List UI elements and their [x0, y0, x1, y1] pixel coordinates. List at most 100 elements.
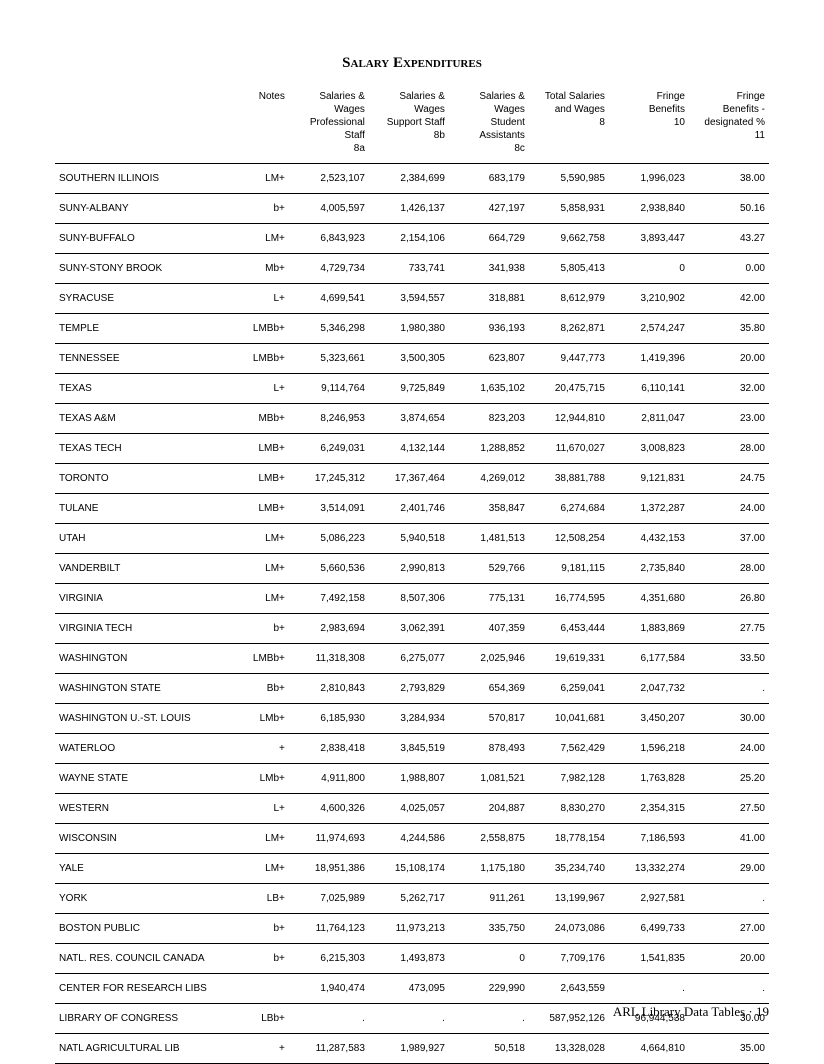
- notes-cell: LM+: [240, 824, 289, 854]
- value-cell: 6,843,923: [289, 224, 369, 254]
- institution-cell: VIRGINIA TECH: [55, 614, 240, 644]
- value-cell: 911,261: [449, 884, 529, 914]
- value-cell: 2,384,699: [369, 164, 449, 194]
- institution-cell: SUNY-ALBANY: [55, 194, 240, 224]
- value-cell: 41.00: [689, 824, 769, 854]
- table-row: TEXASL+9,114,7649,725,8491,635,10220,475…: [55, 374, 769, 404]
- table-row: WESTERNL+4,600,3264,025,057204,8878,830,…: [55, 794, 769, 824]
- table-body: SOUTHERN ILLINOISLM+2,523,1072,384,69968…: [55, 164, 769, 1064]
- value-cell: 18,778,154: [529, 824, 609, 854]
- value-cell: 2,938,840: [609, 194, 689, 224]
- value-cell: 936,193: [449, 314, 529, 344]
- notes-cell: +: [240, 1034, 289, 1064]
- institution-cell: WAYNE STATE: [55, 764, 240, 794]
- value-cell: 10,041,681: [529, 704, 609, 734]
- value-cell: 4,025,057: [369, 794, 449, 824]
- value-cell: 15,108,174: [369, 854, 449, 884]
- notes-cell: LMb+: [240, 704, 289, 734]
- value-cell: 4,244,586: [369, 824, 449, 854]
- value-cell: 28.00: [689, 554, 769, 584]
- value-cell: 12,944,810: [529, 404, 609, 434]
- table-row: WATERLOO+2,838,4183,845,519878,4937,562,…: [55, 734, 769, 764]
- value-cell: 473,095: [369, 974, 449, 1004]
- table-row: YALELM+18,951,38615,108,1741,175,18035,2…: [55, 854, 769, 884]
- value-cell: .: [689, 884, 769, 914]
- institution-cell: SYRACUSE: [55, 284, 240, 314]
- value-cell: 35.80: [689, 314, 769, 344]
- value-cell: 2,025,946: [449, 644, 529, 674]
- value-cell: 570,817: [449, 704, 529, 734]
- table-row: TULANELMB+3,514,0912,401,746358,8476,274…: [55, 494, 769, 524]
- institution-cell: BOSTON PUBLIC: [55, 914, 240, 944]
- value-cell: 5,590,985: [529, 164, 609, 194]
- institution-cell: NATL AGRICULTURAL LIB: [55, 1034, 240, 1064]
- value-cell: 2,558,875: [449, 824, 529, 854]
- value-cell: 0.00: [689, 254, 769, 284]
- value-cell: 37.00: [689, 524, 769, 554]
- notes-cell: LMB+: [240, 464, 289, 494]
- institution-cell: WASHINGTON U.-ST. LOUIS: [55, 704, 240, 734]
- value-cell: 11,764,123: [289, 914, 369, 944]
- page-title: Salary Expenditures: [55, 55, 769, 72]
- value-cell: 9,662,758: [529, 224, 609, 254]
- institution-cell: TEXAS TECH: [55, 434, 240, 464]
- value-cell: 20,475,715: [529, 374, 609, 404]
- value-cell: 587,952,126: [529, 1004, 609, 1034]
- value-cell: 733,741: [369, 254, 449, 284]
- value-cell: 4,432,153: [609, 524, 689, 554]
- notes-cell: LM+: [240, 854, 289, 884]
- value-cell: 43.27: [689, 224, 769, 254]
- col-header: Salaries &WagesSupport Staff8b: [369, 86, 449, 164]
- value-cell: .: [689, 974, 769, 1004]
- value-cell: 6,249,031: [289, 434, 369, 464]
- col-header: FringeBenefits -designated %11: [689, 86, 769, 164]
- value-cell: 4,351,680: [609, 584, 689, 614]
- value-cell: 2,793,829: [369, 674, 449, 704]
- value-cell: 30.00: [689, 704, 769, 734]
- value-cell: 2,990,813: [369, 554, 449, 584]
- table-row: WASHINGTON U.-ST. LOUISLMb+6,185,9303,28…: [55, 704, 769, 734]
- institution-cell: SOUTHERN ILLINOIS: [55, 164, 240, 194]
- institution-cell: TULANE: [55, 494, 240, 524]
- notes-cell: LM+: [240, 524, 289, 554]
- value-cell: 229,990: [449, 974, 529, 1004]
- value-cell: 11,973,213: [369, 914, 449, 944]
- col-header-institution: [55, 86, 240, 164]
- institution-cell: VANDERBILT: [55, 554, 240, 584]
- value-cell: 9,121,831: [609, 464, 689, 494]
- institution-cell: CENTER FOR RESEARCH LIBS: [55, 974, 240, 1004]
- institution-cell: TEXAS: [55, 374, 240, 404]
- notes-cell: b+: [240, 914, 289, 944]
- value-cell: 7,562,429: [529, 734, 609, 764]
- value-cell: 5,940,518: [369, 524, 449, 554]
- notes-cell: L+: [240, 794, 289, 824]
- notes-cell: LMBb+: [240, 344, 289, 374]
- value-cell: 6,274,684: [529, 494, 609, 524]
- value-cell: 32.00: [689, 374, 769, 404]
- value-cell: 16,774,595: [529, 584, 609, 614]
- notes-cell: [240, 974, 289, 1004]
- value-cell: 4,911,800: [289, 764, 369, 794]
- value-cell: 1,493,873: [369, 944, 449, 974]
- table-row: SUNY-BUFFALOLM+6,843,9232,154,106664,729…: [55, 224, 769, 254]
- value-cell: 42.00: [689, 284, 769, 314]
- table-row: WAYNE STATELMb+4,911,8001,988,8071,081,5…: [55, 764, 769, 794]
- value-cell: 3,594,557: [369, 284, 449, 314]
- value-cell: 3,450,207: [609, 704, 689, 734]
- value-cell: 4,664,810: [609, 1034, 689, 1064]
- table-row: WASHINGTONLMBb+11,318,3086,275,0772,025,…: [55, 644, 769, 674]
- value-cell: 20.00: [689, 944, 769, 974]
- value-cell: 664,729: [449, 224, 529, 254]
- value-cell: 7,492,158: [289, 584, 369, 614]
- value-cell: 2,643,559: [529, 974, 609, 1004]
- value-cell: 38.00: [689, 164, 769, 194]
- col-header: Total Salariesand Wages8: [529, 86, 609, 164]
- table-row: WASHINGTON STATEBb+2,810,8432,793,829654…: [55, 674, 769, 704]
- notes-cell: LMB+: [240, 434, 289, 464]
- value-cell: 7,982,128: [529, 764, 609, 794]
- value-cell: 1,988,807: [369, 764, 449, 794]
- table-row: SOUTHERN ILLINOISLM+2,523,1072,384,69968…: [55, 164, 769, 194]
- value-cell: 6,215,303: [289, 944, 369, 974]
- notes-cell: LMb+: [240, 764, 289, 794]
- value-cell: 6,259,041: [529, 674, 609, 704]
